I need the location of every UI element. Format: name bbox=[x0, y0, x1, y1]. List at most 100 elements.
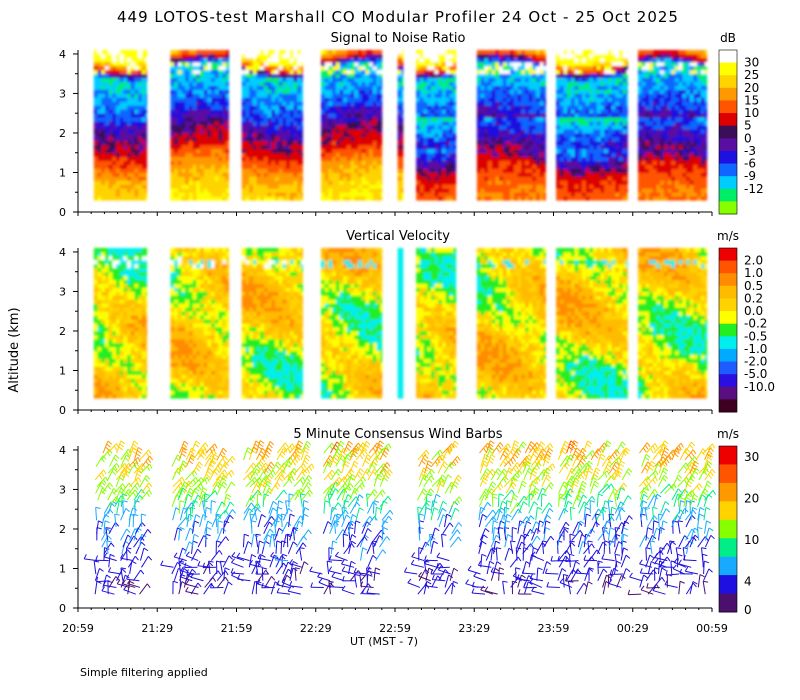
heat-cell bbox=[332, 97, 337, 102]
heat-cell bbox=[112, 164, 117, 169]
heat-cell bbox=[116, 184, 121, 189]
heat-cell bbox=[495, 144, 500, 150]
heat-cell bbox=[321, 160, 326, 165]
heat-cell bbox=[222, 117, 227, 122]
heat-cell bbox=[286, 97, 291, 102]
heat-cell bbox=[423, 132, 428, 138]
heat-cell bbox=[502, 176, 507, 181]
heat-cell bbox=[536, 93, 541, 98]
heat-cell bbox=[682, 168, 687, 173]
heat-cell bbox=[476, 101, 481, 106]
heat-cell bbox=[495, 152, 500, 158]
heat-cell bbox=[570, 73, 576, 79]
heat-cell bbox=[104, 69, 110, 75]
heat-cell bbox=[170, 61, 175, 67]
heat-cell bbox=[130, 109, 135, 114]
heat-cell bbox=[256, 152, 261, 158]
heat-cell bbox=[682, 148, 687, 154]
heat-cell bbox=[487, 160, 493, 165]
heat-cell bbox=[332, 105, 337, 110]
heat-cell bbox=[116, 50, 121, 55]
heat-cell bbox=[282, 113, 287, 118]
heat-cell bbox=[582, 109, 587, 114]
heat-cell bbox=[574, 129, 579, 134]
heat-cell bbox=[134, 160, 139, 165]
heat-cell bbox=[203, 180, 208, 185]
heat-cell bbox=[607, 196, 613, 201]
heat-cell bbox=[649, 50, 654, 55]
heat-cell bbox=[123, 196, 128, 201]
heat-cell bbox=[423, 125, 428, 130]
heat-cell bbox=[419, 188, 424, 193]
heat-cell bbox=[372, 129, 377, 134]
heat-cell bbox=[256, 61, 261, 67]
heat-cell bbox=[116, 129, 121, 134]
heat-cell bbox=[585, 73, 590, 79]
heat-cell bbox=[484, 113, 489, 118]
heat-cell bbox=[675, 172, 680, 177]
heat-cell bbox=[127, 101, 132, 106]
heat-cell bbox=[170, 117, 175, 122]
heat-cell bbox=[188, 156, 194, 162]
heat-cell bbox=[491, 57, 496, 63]
heat-cell bbox=[536, 196, 541, 201]
heat-cell bbox=[93, 93, 98, 98]
heat-cell bbox=[563, 97, 568, 102]
heat-cell bbox=[260, 117, 265, 122]
heat-cell bbox=[127, 121, 132, 126]
heat-cell bbox=[607, 57, 613, 63]
heat-cell bbox=[321, 180, 326, 185]
heat-cell bbox=[339, 125, 344, 130]
heat-cell bbox=[101, 148, 106, 154]
heat-cell bbox=[638, 164, 643, 169]
heat-cell bbox=[358, 77, 363, 83]
heat-cell bbox=[324, 61, 329, 67]
heat-cell bbox=[656, 97, 661, 102]
heat-cell bbox=[423, 148, 428, 154]
heat-cell bbox=[445, 180, 450, 185]
heat-cell bbox=[185, 184, 190, 189]
heat-cell bbox=[582, 125, 587, 130]
heat-cell bbox=[127, 184, 132, 189]
heat-cell bbox=[506, 50, 511, 55]
heat-cell bbox=[293, 57, 298, 63]
heat-cell bbox=[491, 192, 496, 197]
heat-cell bbox=[170, 69, 175, 75]
heat-cell bbox=[123, 53, 128, 59]
heat-cell bbox=[256, 117, 261, 122]
heat-cell bbox=[252, 69, 257, 75]
heat-cell bbox=[622, 156, 627, 162]
heat-cell bbox=[278, 65, 283, 71]
heat-cell bbox=[430, 172, 436, 177]
heat-cell bbox=[570, 132, 576, 138]
heat-cell bbox=[116, 172, 121, 177]
heat-cell bbox=[536, 61, 541, 67]
heat-cell bbox=[177, 121, 182, 126]
heat-cell bbox=[200, 117, 205, 122]
heat-cell bbox=[419, 196, 424, 201]
heat-cell bbox=[174, 57, 179, 63]
heat-cell bbox=[256, 69, 261, 75]
heat-cell bbox=[401, 180, 404, 185]
heat-cell bbox=[192, 73, 197, 79]
heat-cell bbox=[112, 50, 117, 55]
heat-cell bbox=[589, 172, 594, 177]
heat-cell bbox=[652, 101, 657, 106]
heat-cell bbox=[116, 144, 121, 150]
heat-cell bbox=[567, 113, 572, 118]
heat-cell bbox=[517, 129, 522, 134]
heat-cell bbox=[663, 172, 669, 177]
heat-cell bbox=[652, 85, 657, 90]
heat-cell bbox=[222, 109, 227, 114]
heat-cell bbox=[589, 89, 594, 94]
heat-cell bbox=[574, 156, 579, 162]
heat-cell bbox=[423, 180, 428, 185]
heat-cell bbox=[249, 89, 254, 94]
heat-cell bbox=[423, 105, 428, 110]
heat-cell bbox=[335, 180, 340, 185]
heat-cell bbox=[188, 184, 194, 189]
heat-cell bbox=[449, 132, 454, 138]
heat-cell bbox=[369, 77, 374, 83]
heat-cell bbox=[141, 73, 147, 79]
heat-cell bbox=[380, 156, 383, 162]
